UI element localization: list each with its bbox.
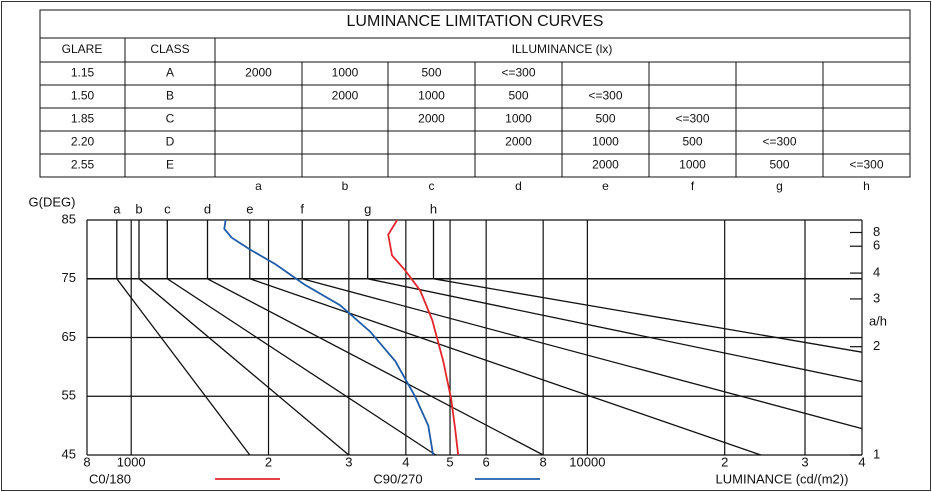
limit-curve-label: f (300, 201, 304, 216)
x-tick-label: 3 (345, 454, 352, 469)
y2-tick-label: 2 (873, 338, 880, 353)
x-axis-label: LUMINANCE (cd/(m2)) (716, 471, 849, 486)
table-cell: 2.55 (71, 158, 95, 172)
limit-curve-label: h (430, 201, 437, 216)
table-cell: <=300 (849, 158, 883, 172)
limit-curve-label: g (364, 201, 371, 216)
limit-curve-label: b (135, 201, 142, 216)
x-tick-label: 5 (446, 454, 453, 469)
table-cell: 1.85 (71, 112, 95, 126)
table-cell: <=300 (588, 89, 622, 103)
limit-curve-label: a (113, 201, 121, 216)
column-letter: b (342, 179, 349, 193)
table-title: LUMINANCE LIMITATION CURVES (347, 13, 604, 30)
table-cell: E (166, 158, 174, 172)
x-tick-label: 8 (83, 454, 90, 469)
table-cell: 2000 (245, 66, 272, 80)
table-cell: 1000 (332, 66, 359, 80)
y2-tick-label: 8 (873, 224, 880, 239)
table-cell: 500 (682, 135, 702, 149)
column-letter: e (602, 179, 609, 193)
table-cell: 2000 (332, 89, 359, 103)
table-cell: 1000 (592, 135, 619, 149)
y-tick-label: 55 (62, 388, 76, 403)
table-cell: <=300 (501, 66, 535, 80)
table-cell: 2.20 (71, 135, 95, 149)
y-tick-label: 85 (62, 211, 76, 226)
column-letter: g (776, 179, 783, 193)
table-cell: A (166, 66, 174, 80)
y2-axis-label: a/h (869, 313, 887, 328)
x-tick-label: 8 (540, 454, 547, 469)
y-tick-label: 75 (62, 270, 76, 285)
table-cell: C (166, 112, 175, 126)
table-cell: 1000 (418, 89, 445, 103)
x-tick-label: 6 (483, 454, 490, 469)
table-cell: 500 (508, 89, 528, 103)
table-cell: B (166, 89, 174, 103)
x-tick-label: 1000 (117, 454, 146, 469)
table-cell: 1000 (679, 158, 706, 172)
table-cell: 500 (595, 112, 615, 126)
table-cell: D (166, 135, 175, 149)
table-cell: 2000 (418, 112, 445, 126)
table-cell: 1.15 (71, 66, 95, 80)
y2-tick-label: 1 (873, 446, 880, 461)
table-cell: <=300 (675, 112, 709, 126)
luminance-curve (223, 219, 434, 456)
x-tick-label: 2 (265, 454, 272, 469)
limit-curve (367, 220, 863, 383)
column-letter: c (429, 179, 435, 193)
x-tick-label: 4 (402, 454, 409, 469)
y-tick-label: 65 (62, 329, 76, 344)
table-cell: 1000 (505, 112, 532, 126)
table-cell: 2000 (505, 135, 532, 149)
legend-label: C0/180 (89, 471, 131, 486)
limit-curve-label: c (164, 201, 171, 216)
table-header: ILLUMINANCE (lx) (512, 42, 613, 56)
limit-curve (249, 220, 762, 456)
table-cell: 500 (769, 158, 789, 172)
limit-curve-label: d (204, 201, 211, 216)
limit-curve-label: e (246, 201, 253, 216)
limit-curve (166, 220, 437, 456)
table-header: GLARE (62, 42, 103, 56)
table-cell: <=300 (762, 135, 796, 149)
y-axis-label: G(DEG) (29, 194, 76, 209)
limit-curve (432, 220, 863, 353)
column-letter: a (255, 179, 262, 193)
y2-tick-label: 6 (873, 238, 880, 253)
x-tick-label: 10000 (569, 454, 605, 469)
column-letter: f (691, 179, 695, 193)
table-cell: 1.50 (71, 89, 95, 103)
x-tick-label: 2 (721, 454, 728, 469)
y2-tick-label: 3 (873, 290, 880, 305)
table-cell: 500 (421, 66, 441, 80)
y2-tick-label: 4 (873, 265, 880, 280)
x-tick-label: 4 (858, 454, 865, 469)
y-tick-label: 45 (62, 446, 76, 461)
limit-curve (138, 220, 350, 456)
limit-curve (206, 220, 544, 456)
limit-curve (301, 220, 863, 430)
x-tick-label: 3 (801, 454, 808, 469)
limit-curve (116, 220, 251, 456)
column-letter: h (863, 179, 870, 193)
column-letter: d (515, 179, 522, 193)
table-header: CLASS (150, 42, 189, 56)
luminance-curve (387, 219, 460, 456)
table-cell: 2000 (592, 158, 619, 172)
legend-label: C90/270 (373, 471, 422, 486)
